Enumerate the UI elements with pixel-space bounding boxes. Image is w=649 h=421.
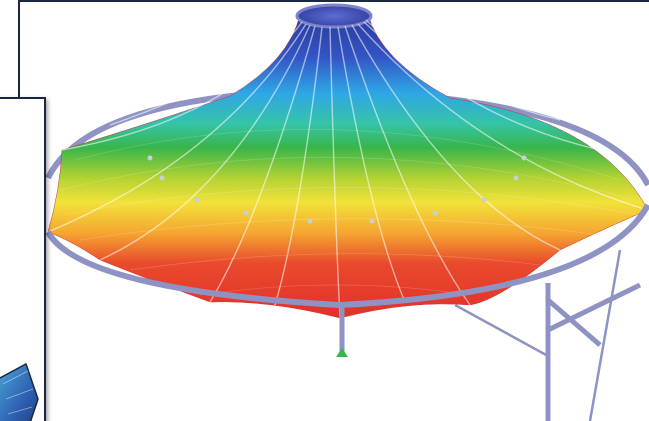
- support-columns: [339, 282, 642, 421]
- cone-roof-icon: [0, 362, 39, 421]
- top-ring-cap: [295, 3, 373, 29]
- frame-ring-front: [45, 203, 649, 309]
- membrane-seams: [47, 19, 649, 319]
- cable-nodes: [147, 155, 527, 224]
- membrane-mesh: [59, 129, 641, 296]
- support-bracing: [454, 249, 622, 421]
- thumbnail-window[interactable]: [0, 97, 46, 421]
- support-node-icon: [336, 348, 348, 357]
- membrane-surface: [47, 13, 649, 319]
